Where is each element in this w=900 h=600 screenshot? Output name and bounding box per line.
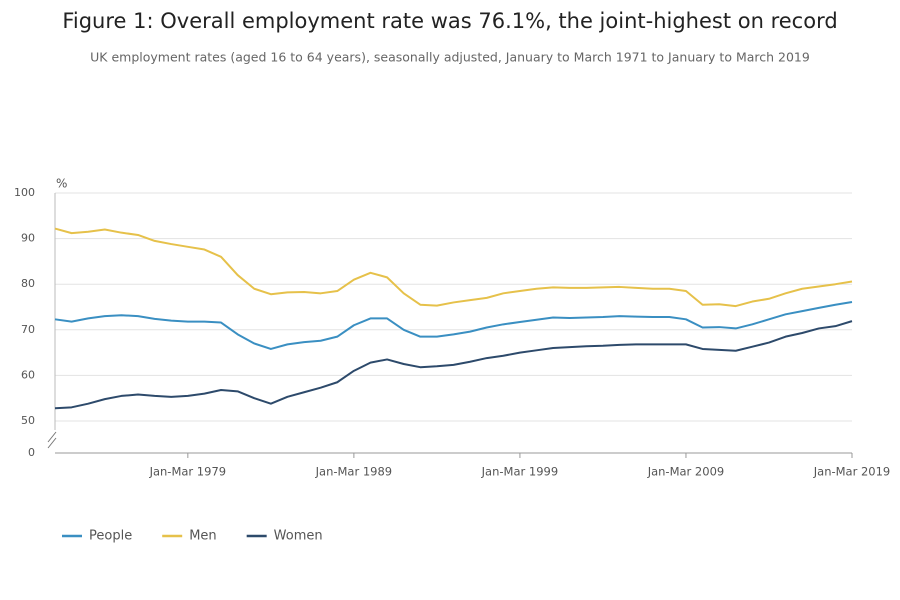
chart-title: Figure 1: Overall employment rate was 76… (62, 9, 837, 33)
series-line (54, 300, 853, 350)
axis-break (47, 431, 57, 449)
series-line (54, 227, 853, 308)
y-unit: % (56, 177, 67, 191)
series-line (54, 320, 853, 410)
y-tick-label: 100 (14, 186, 35, 199)
legend-label: Men (189, 529, 216, 544)
y-tick-label: 70 (21, 323, 35, 336)
x-tick-label: Jan-Mar 1979 (149, 465, 227, 479)
y-tick-label: 50 (21, 414, 35, 427)
y-tick-label: 0 (28, 446, 35, 459)
y-tick-label: 90 (21, 232, 35, 245)
y-tick-label: 80 (21, 277, 35, 290)
legend-label: People (89, 529, 132, 544)
x-tick-label: Jan-Mar 1999 (481, 465, 559, 479)
x-tick-label: Jan-Mar 2009 (647, 465, 725, 479)
x-tick-label: Jan-Mar 2019 (813, 465, 891, 479)
y-tick-label: 60 (21, 368, 35, 381)
legend-label: Women (274, 529, 323, 544)
x-tick-label: Jan-Mar 1989 (315, 465, 393, 479)
chart-subtitle: UK employment rates (aged 16 to 64 years… (90, 50, 810, 65)
